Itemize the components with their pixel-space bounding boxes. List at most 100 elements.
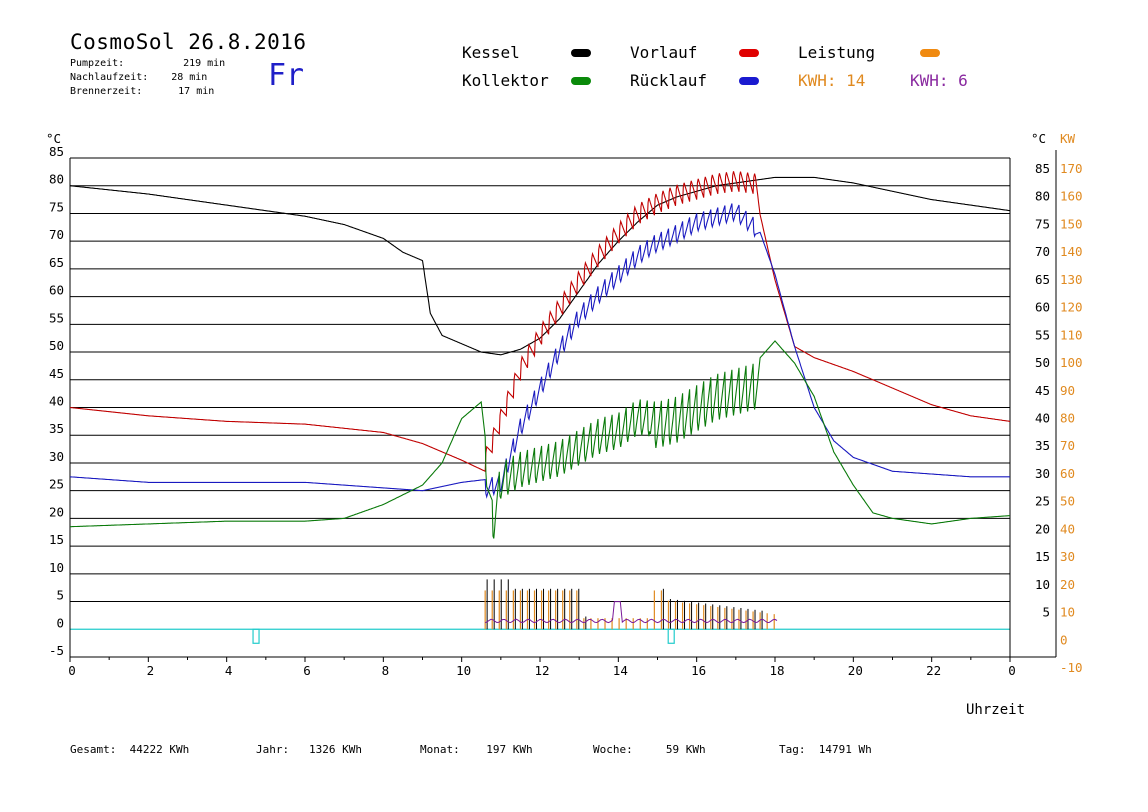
chart-ticks: 8580757065605550454035302520151050-58580… — [49, 144, 1083, 678]
kwh-trace — [485, 601, 778, 624]
x-tick-label: 20 — [848, 663, 863, 678]
y-tick-label-right: 35 — [1035, 438, 1050, 453]
chart-bottom-series — [252, 579, 778, 644]
x-tick-label: 10 — [456, 663, 471, 678]
chart-series — [69, 171, 1011, 539]
footer-value: 1326 KWh — [309, 743, 362, 756]
legend-label-ruecklauf: Rücklauf — [630, 71, 708, 90]
y-tick-label-kw: 90 — [1060, 383, 1075, 398]
legend-label-kollektor: Kollektor — [462, 71, 549, 90]
y-tick-label-kw: 170 — [1060, 161, 1083, 176]
x-tick-label: 0 — [68, 663, 76, 678]
y-tick-label-kw: 60 — [1060, 466, 1075, 481]
footer-tag: Tag: 14791 Wh — [779, 743, 872, 756]
y-tick-label-left: 25 — [49, 477, 64, 492]
y-tick-label-right: 45 — [1035, 383, 1050, 398]
x-tick-label: 18 — [769, 663, 784, 678]
y-tick-label-kw: 130 — [1060, 272, 1083, 287]
footer-monat: Monat: 197 KWh — [420, 743, 533, 756]
legend-swatch-leistung — [920, 49, 940, 57]
y-tick-label-left: 85 — [49, 144, 64, 159]
y-tick-label-right: 40 — [1035, 411, 1050, 426]
y-tick-label-kw: 70 — [1060, 438, 1075, 453]
y-tick-label-right: 85 — [1035, 161, 1050, 176]
y-tick-label-left: 15 — [49, 532, 64, 547]
y-tick-label-right: 10 — [1035, 577, 1050, 592]
y-tick-label-left: 75 — [49, 199, 64, 214]
legend-label-vorlauf: Vorlauf — [630, 43, 698, 62]
legend-swatch-kessel — [571, 49, 591, 57]
y-tick-label-kw: 140 — [1060, 244, 1083, 259]
y-tick-label-left: 10 — [49, 560, 64, 575]
y-tick-label-left: 65 — [49, 255, 64, 270]
y-tick-label-kw: 20 — [1060, 577, 1075, 592]
x-tick-label: 8 — [382, 663, 390, 678]
y-tick-label-right: 75 — [1035, 216, 1050, 231]
y-tick-label-right: 5 — [1042, 605, 1050, 620]
y-unit-right-temp: °C — [1031, 131, 1047, 146]
pump-marker — [667, 628, 675, 644]
legend-swatch-vorlauf — [739, 49, 759, 57]
kwh-verlauf-label: KWH: 6 — [910, 71, 968, 90]
stat-label: Brennerzeit: — [70, 86, 143, 97]
footer-label: Gesamt: — [70, 743, 117, 756]
y-tick-label-kw: 0 — [1060, 632, 1068, 647]
series-line-kollektor — [70, 340, 1011, 539]
y-tick-label-kw: 110 — [1060, 327, 1083, 342]
y-tick-label-kw: 50 — [1060, 494, 1075, 509]
y-tick-label-left: 80 — [49, 172, 64, 187]
stat-label: Nachlaufzeit: — [70, 72, 149, 83]
legend-swatch-kollektor — [571, 77, 591, 85]
weekday-label: Fr — [268, 58, 305, 93]
y-tick-label-right: 65 — [1035, 272, 1050, 287]
y-tick-label-right: 25 — [1035, 494, 1050, 509]
y-tick-label-left: -5 — [49, 643, 64, 658]
y-tick-label-kw: 150 — [1060, 216, 1083, 231]
y-tick-label-right: 80 — [1035, 189, 1050, 204]
footer-value: 197 KWh — [486, 743, 533, 756]
y-tick-label-left: 40 — [49, 394, 64, 409]
y-tick-label-kw: 40 — [1060, 521, 1075, 536]
y-tick-label-kw: 30 — [1060, 549, 1075, 564]
y-tick-label-kw: 120 — [1060, 300, 1083, 315]
y-tick-label-right: 15 — [1035, 549, 1050, 564]
y-tick-label-left: 35 — [49, 421, 64, 436]
x-tick-label: 14 — [613, 663, 628, 678]
footer-value: 44222 KWh — [129, 743, 190, 756]
y-tick-label-kw: 100 — [1060, 355, 1083, 370]
legend-label-kessel: Kessel — [462, 43, 520, 62]
footer-label: Jahr: — [256, 743, 290, 756]
x-tick-label: 16 — [691, 663, 706, 678]
y-tick-label-kw: 80 — [1060, 411, 1075, 426]
y-tick-label-left: 55 — [49, 310, 64, 325]
footer-gesamt: Gesamt: 44222 KWh — [70, 743, 189, 756]
footer-label: Tag: — [779, 743, 806, 756]
pump-marker — [252, 628, 260, 644]
y-unit-right-kw: KW — [1060, 131, 1076, 146]
y-tick-label-right: 20 — [1035, 521, 1050, 536]
y-tick-label-left: 50 — [49, 338, 64, 353]
y-tick-label-left: 0 — [56, 615, 64, 630]
legend-label-leistung: Leistung — [798, 43, 876, 62]
x-tick-label: 2 — [147, 663, 155, 678]
y-tick-label-kw: 160 — [1060, 189, 1083, 204]
y-tick-label-right: 70 — [1035, 244, 1050, 259]
y-tick-label-left: 20 — [49, 504, 64, 519]
x-tick-label: 4 — [225, 663, 233, 678]
y-tick-label-right: 30 — [1035, 466, 1050, 481]
stat-value: 17 min — [178, 86, 215, 97]
x-tick-label: 12 — [534, 663, 549, 678]
series-line-kessel — [69, 176, 1011, 356]
stat-label: Pumpzeit: — [70, 58, 125, 69]
stat-nachlaufzeit: Nachlaufzeit: 28 min — [70, 72, 207, 83]
stat-brennerzeit: Brennerzeit: 17 min — [70, 86, 214, 97]
x-tick-label: 6 — [303, 663, 311, 678]
stat-pumpzeit: Pumpzeit: 219 min — [70, 58, 225, 69]
kwh-leistung-label: KWH: 14 — [798, 71, 866, 90]
stat-value: 28 min — [171, 72, 208, 83]
y-tick-label-kw: 10 — [1060, 605, 1075, 620]
y-tick-label-left: 45 — [49, 366, 64, 381]
y-tick-label-kw: -10 — [1060, 660, 1083, 675]
y-tick-label-right: 55 — [1035, 327, 1050, 342]
